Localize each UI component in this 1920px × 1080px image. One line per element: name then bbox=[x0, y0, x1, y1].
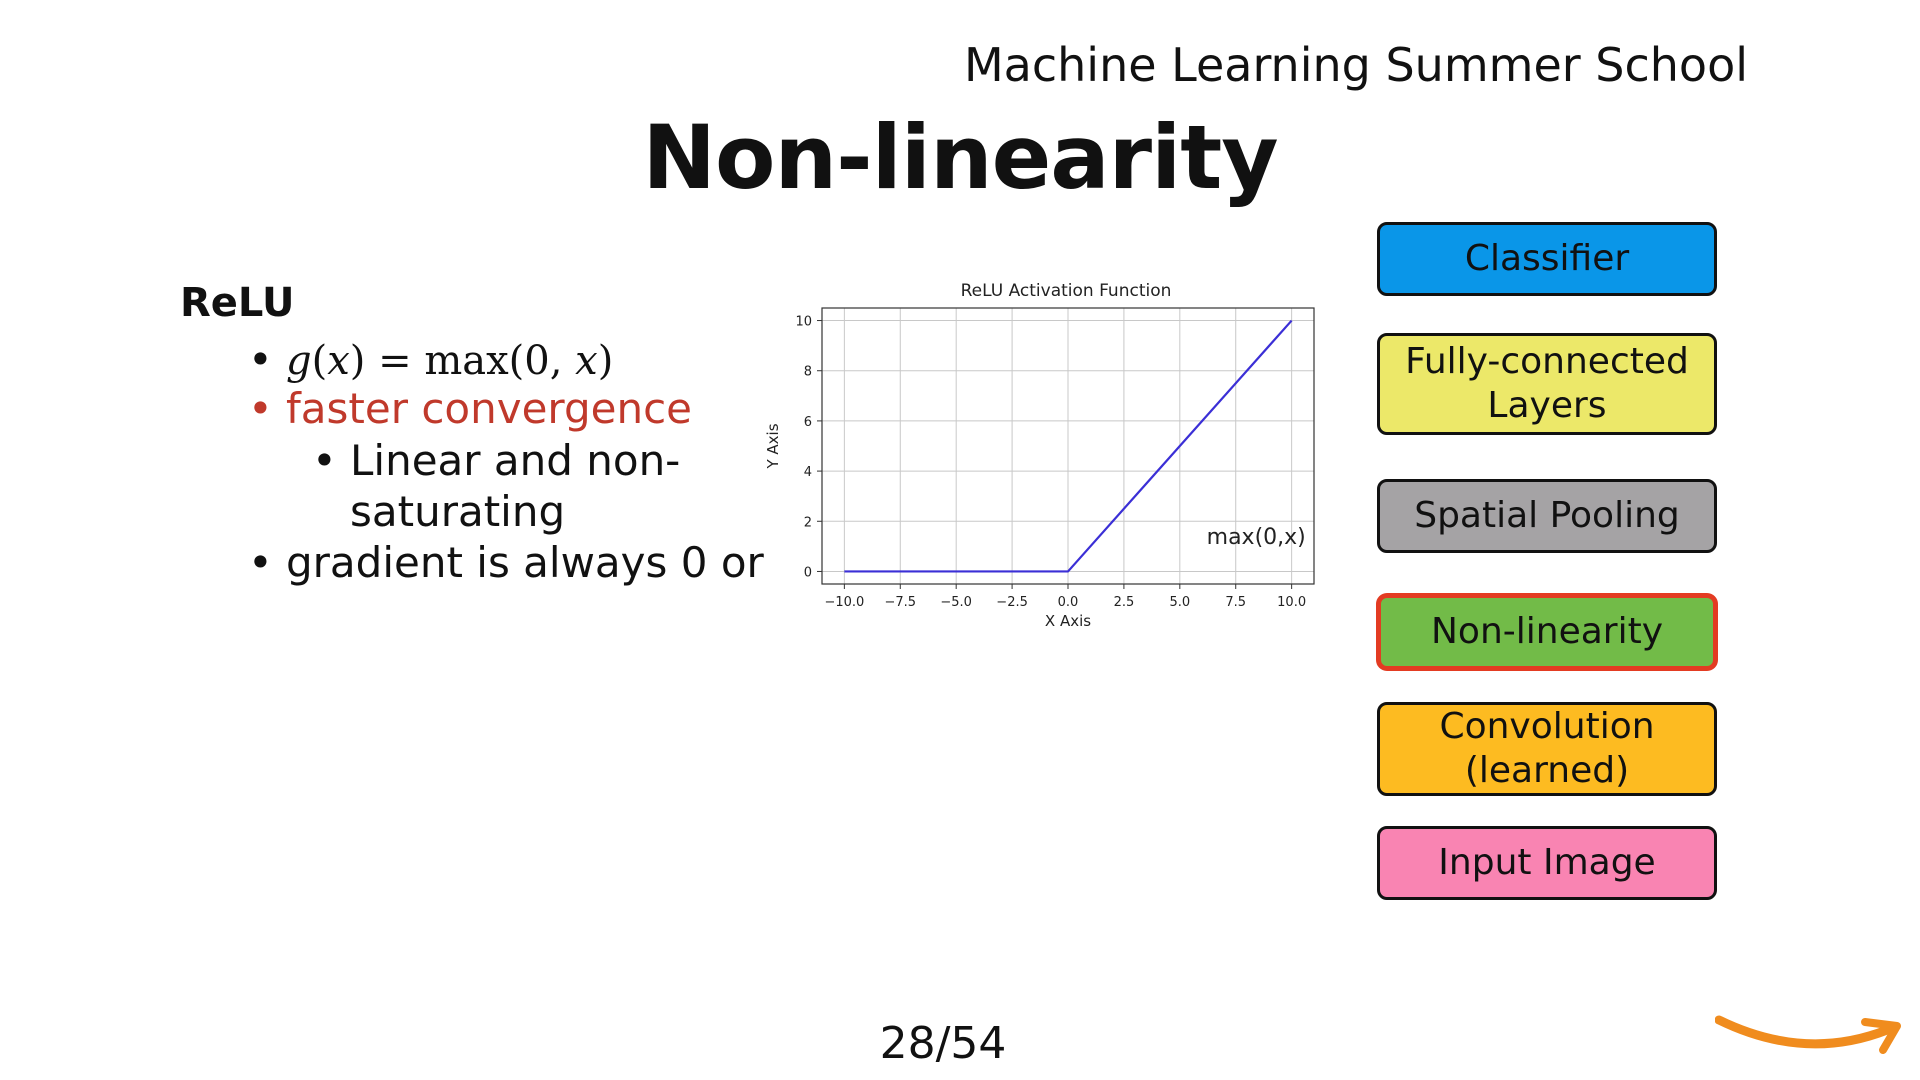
relu-formula: g(x) = max(0, x) bbox=[286, 338, 614, 384]
amazon-smile-icon bbox=[1714, 1015, 1901, 1054]
x-tick-label: −10.0 bbox=[824, 595, 864, 610]
formula-rhs: max(0, bbox=[424, 338, 576, 384]
bullet-dot: • bbox=[312, 436, 337, 485]
classifier-box: Classifier bbox=[1377, 222, 1717, 296]
y-tick-label: 6 bbox=[804, 415, 812, 430]
chart-title: ReLU Activation Function bbox=[961, 281, 1172, 301]
x-tick-label: 5.0 bbox=[1169, 595, 1190, 610]
stack-box-label-line: Spatial Pooling bbox=[1414, 495, 1680, 536]
y-axis-label: Y Axis bbox=[764, 423, 782, 469]
stack-box-label-line: Convolution bbox=[1439, 706, 1655, 747]
stack-box-label-line: (learned) bbox=[1464, 750, 1630, 791]
sub-bullet-linear: • Linear and non- bbox=[312, 436, 681, 485]
spatial-pooling-box: Spatial Pooling bbox=[1377, 479, 1717, 553]
y-tick-label: 10 bbox=[795, 315, 812, 330]
x-tick-label: −7.5 bbox=[884, 595, 916, 610]
x-tick-label: −5.0 bbox=[940, 595, 972, 610]
input-image-box: Input Image bbox=[1377, 826, 1717, 900]
stack-box-label-line: Layers bbox=[1487, 385, 1607, 426]
stack-box-label-line: Input Image bbox=[1438, 842, 1656, 883]
convolution-box: Convolution (learned) bbox=[1377, 702, 1717, 796]
bullet-gradient: • gradient is always 0 or bbox=[248, 538, 764, 587]
relu-chart-svg: ReLU Activation Function −10.0 −7.5 −5.0 −2… bbox=[764, 281, 1315, 630]
formula-equals: = bbox=[378, 338, 412, 384]
stack-box-label: Input Image bbox=[1438, 841, 1655, 885]
x-tick-label: 10.0 bbox=[1277, 595, 1306, 610]
formula-close: ) bbox=[597, 338, 614, 384]
y-tick-label: 0 bbox=[804, 565, 812, 580]
bullet-text: gradient is always 0 or bbox=[286, 538, 764, 587]
non-linearity-box: Non-linearity bbox=[1377, 594, 1717, 670]
bullet-dot: • bbox=[248, 384, 273, 433]
chart-series bbox=[844, 319, 1293, 573]
stack-box-label-line: Non-linearity bbox=[1430, 611, 1663, 652]
relu-line bbox=[844, 319, 1293, 573]
page-number: 28/54 bbox=[879, 1018, 1007, 1069]
section-heading: ReLU bbox=[180, 280, 295, 326]
stack-box-label: Convolution (learned) bbox=[1439, 705, 1654, 793]
formula-fn: g bbox=[286, 338, 312, 384]
sub-bullet-line-1: Linear and non- bbox=[350, 436, 681, 485]
x-tick-label: −2.5 bbox=[996, 595, 1028, 610]
formula-arg: x bbox=[327, 338, 350, 384]
slide-title: Non-linearity bbox=[642, 106, 1278, 209]
chart-ticks: −10.0 −7.5 −5.0 −2.5 0.0 2.5 5.0 7.5 10.0 0 2 4 6 8 10 bbox=[795, 315, 1306, 610]
stack-box-label: Fully-connected Layers bbox=[1405, 340, 1689, 428]
formula-rhs-var: x bbox=[575, 338, 598, 384]
header-school-name: Machine Learning Summer School bbox=[963, 38, 1748, 92]
bullet-text: faster convergence bbox=[286, 384, 693, 433]
bullet-dot: • bbox=[248, 335, 273, 384]
y-tick-label: 8 bbox=[804, 365, 812, 380]
stack-box-label: Non-linearity bbox=[1431, 610, 1663, 654]
x-tick-label: 0.0 bbox=[1058, 595, 1079, 610]
amazon-smile-logo bbox=[1714, 1010, 1905, 1064]
chart-annotation: max(0,x) bbox=[1207, 525, 1306, 550]
bullet-formula: • g(x) = max(0, x) bbox=[248, 335, 614, 384]
x-tick-label: 7.5 bbox=[1225, 595, 1246, 610]
y-tick-label: 4 bbox=[804, 465, 812, 480]
stack-box-label-line: Classifier bbox=[1464, 238, 1630, 279]
relu-chart: ReLU Activation Function −10.0 −7.5 −5.0 −2… bbox=[760, 272, 1320, 632]
sub-bullet-line-2: saturating bbox=[350, 487, 566, 536]
stack-box-label-line: Fully-connected bbox=[1405, 341, 1689, 382]
y-tick-label: 2 bbox=[804, 515, 812, 530]
bullet-faster-convergence: • faster convergence bbox=[248, 384, 693, 433]
x-tick-label: 2.5 bbox=[1114, 595, 1135, 610]
x-axis-label: X Axis bbox=[1045, 612, 1091, 630]
bullet-dot: • bbox=[248, 538, 273, 587]
sub-bullet-linear-cont: saturating bbox=[350, 487, 565, 536]
fully-connected-box: Fully-connected Layers bbox=[1377, 333, 1717, 435]
stack-box-label: Spatial Pooling bbox=[1414, 494, 1680, 538]
stack-box-label: Classifier bbox=[1465, 237, 1629, 281]
